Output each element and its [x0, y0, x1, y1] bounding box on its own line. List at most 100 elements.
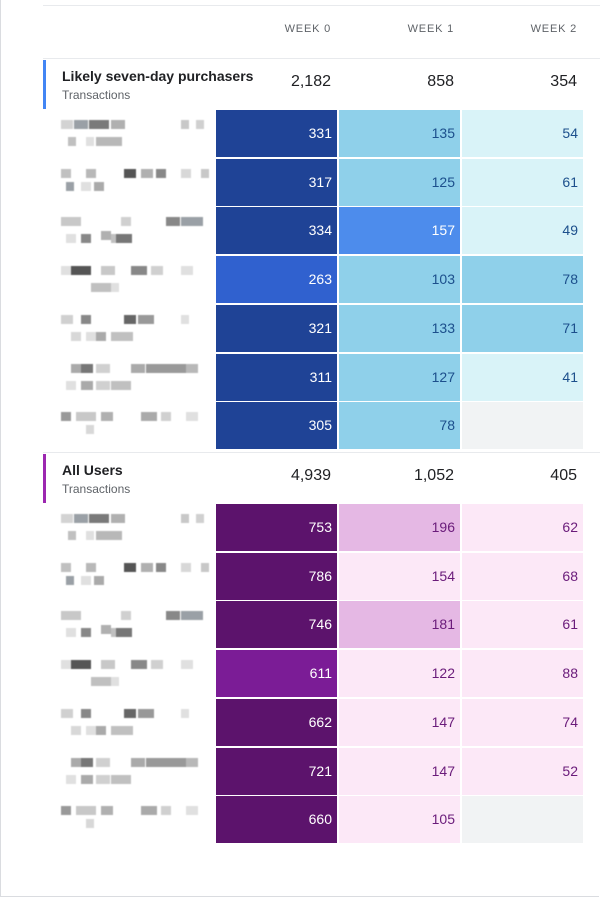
cohort-cell-r5-w2[interactable]: 52 [462, 747, 583, 795]
cohort-cell-r3-w0[interactable]: 263 [216, 256, 337, 304]
cohort-cell-r1-w2[interactable]: 61 [462, 158, 583, 206]
redacted-pixel [161, 412, 171, 422]
redacted-pixel [68, 531, 76, 540]
redacted-pixel [116, 234, 132, 244]
redacted-pixel [201, 168, 209, 178]
redacted-pixel [181, 120, 189, 129]
redacted-pixel [181, 314, 189, 324]
redacted-pixel [146, 757, 186, 767]
redacted-pixel [86, 725, 96, 735]
redacted-pixel [61, 168, 71, 178]
redacted-pixel [81, 380, 93, 390]
cohort-cell-r6-w1[interactable]: 105 [339, 796, 460, 844]
redacted-pixel [61, 217, 81, 227]
cohort-cell-r3-w0[interactable]: 611 [216, 650, 337, 698]
cohort-cell-r2-w0[interactable]: 334 [216, 207, 337, 255]
redacted-pixel [131, 266, 147, 276]
cohort-cell-r0-w2[interactable]: 62 [462, 504, 583, 551]
redacted-pixel [81, 234, 91, 244]
group-title: Likely seven-day purchasers [62, 68, 254, 84]
redacted-pixel [181, 168, 191, 178]
redacted-pixel [71, 331, 81, 341]
row-label-blurred [56, 217, 216, 264]
group-total-week-2: 354 [550, 73, 577, 90]
redacted-pixel [61, 611, 81, 621]
redacted-pixel [111, 380, 131, 390]
group-header-1[interactable]: All Users Transactions 4,939 1,052 405 [43, 452, 600, 504]
cohort-cell-r4-w0[interactable]: 321 [216, 304, 337, 352]
cohort-cell-r6-w2[interactable] [462, 402, 583, 450]
redacted-pixel [111, 331, 133, 341]
cohort-cell-r0-w0[interactable]: 331 [216, 110, 337, 157]
cohort-cell-r0-w1[interactable]: 135 [339, 110, 460, 157]
cohort-cell-r4-w2[interactable]: 71 [462, 304, 583, 352]
cohort-cell-r1-w0[interactable]: 786 [216, 552, 337, 600]
redacted-pixel [81, 181, 91, 191]
redacted-pixel [61, 514, 73, 523]
redacted-pixel [66, 234, 76, 244]
cohort-cell-r2-w2[interactable]: 49 [462, 207, 583, 255]
redacted-pixel [166, 217, 180, 227]
cohort-cell-r6-w2[interactable] [462, 796, 583, 844]
redacted-pixel [141, 412, 157, 422]
cohort-cell-r3-w1[interactable]: 103 [339, 256, 460, 304]
group-metric-label: Transactions [62, 88, 131, 102]
row-label-blurred [56, 168, 216, 216]
cohort-cell-r1-w0[interactable]: 317 [216, 158, 337, 206]
cohort-cell-r0-w2[interactable]: 54 [462, 110, 583, 157]
redacted-pixel [91, 677, 111, 687]
cohort-cell-r0-w0[interactable]: 753 [216, 504, 337, 551]
cohort-cell-r2-w1[interactable]: 157 [339, 207, 460, 255]
redacted-pixel [96, 725, 106, 735]
cohort-cell-r0-w1[interactable]: 196 [339, 504, 460, 551]
redacted-pixel [181, 562, 191, 572]
cohort-cell-r5-w1[interactable]: 127 [339, 353, 460, 401]
cohort-cell-r2-w2[interactable]: 61 [462, 601, 583, 649]
redacted-pixel [61, 806, 71, 816]
redacted-pixel [96, 774, 110, 784]
redacted-pixel [81, 314, 91, 324]
redacted-pixel [181, 217, 203, 227]
redacted-pixel [131, 363, 145, 373]
redacted-pixel [86, 819, 94, 829]
group-header-0[interactable]: Likely seven-day purchasers Transactions 2… [43, 58, 600, 110]
cohort-cell-r3-w2[interactable]: 88 [462, 650, 583, 698]
redacted-pixel [81, 757, 93, 767]
cohort-cell-r4-w0[interactable]: 662 [216, 698, 337, 746]
cohort-cell-r3-w1[interactable]: 122 [339, 650, 460, 698]
redacted-pixel [81, 363, 93, 373]
redacted-pixel [94, 575, 104, 585]
redacted-pixel [66, 181, 74, 191]
row-label-blurred [56, 363, 216, 411]
redacted-pixel [156, 168, 166, 178]
redacted-pixel [61, 120, 73, 129]
cohort-cell-r2-w0[interactable]: 746 [216, 601, 337, 649]
group-accent-bar [43, 60, 46, 109]
redacted-pixel [66, 628, 76, 638]
redacted-pixel [86, 562, 96, 572]
cohort-cell-r2-w1[interactable]: 181 [339, 601, 460, 649]
cohort-cell-r1-w1[interactable]: 154 [339, 552, 460, 600]
cohort-cell-r5-w2[interactable]: 41 [462, 353, 583, 401]
cohort-cell-r5-w0[interactable]: 721 [216, 747, 337, 795]
redacted-pixel [66, 380, 76, 390]
cohort-cell-r6-w0[interactable]: 660 [216, 796, 337, 844]
redacted-pixel [121, 217, 131, 227]
cohort-cell-r4-w1[interactable]: 147 [339, 698, 460, 746]
cohort-cell-r6-w1[interactable]: 78 [339, 402, 460, 450]
cohort-cell-r6-w0[interactable]: 305 [216, 402, 337, 450]
cohort-cell-r5-w1[interactable]: 147 [339, 747, 460, 795]
cohort-cell-r4-w1[interactable]: 133 [339, 304, 460, 352]
redacted-pixel [86, 168, 96, 178]
cohort-cell-r3-w2[interactable]: 78 [462, 256, 583, 304]
cohort-cell-r1-w1[interactable]: 125 [339, 158, 460, 206]
cohort-cell-r4-w2[interactable]: 74 [462, 698, 583, 746]
redacted-pixel [121, 611, 131, 621]
group-total-week-1: 858 [427, 73, 454, 90]
redacted-pixel [141, 806, 157, 816]
cohort-cell-r1-w2[interactable]: 68 [462, 552, 583, 600]
cohort-cell-r5-w0[interactable]: 311 [216, 353, 337, 401]
redacted-pixel [181, 514, 189, 523]
redacted-pixel [91, 283, 111, 293]
